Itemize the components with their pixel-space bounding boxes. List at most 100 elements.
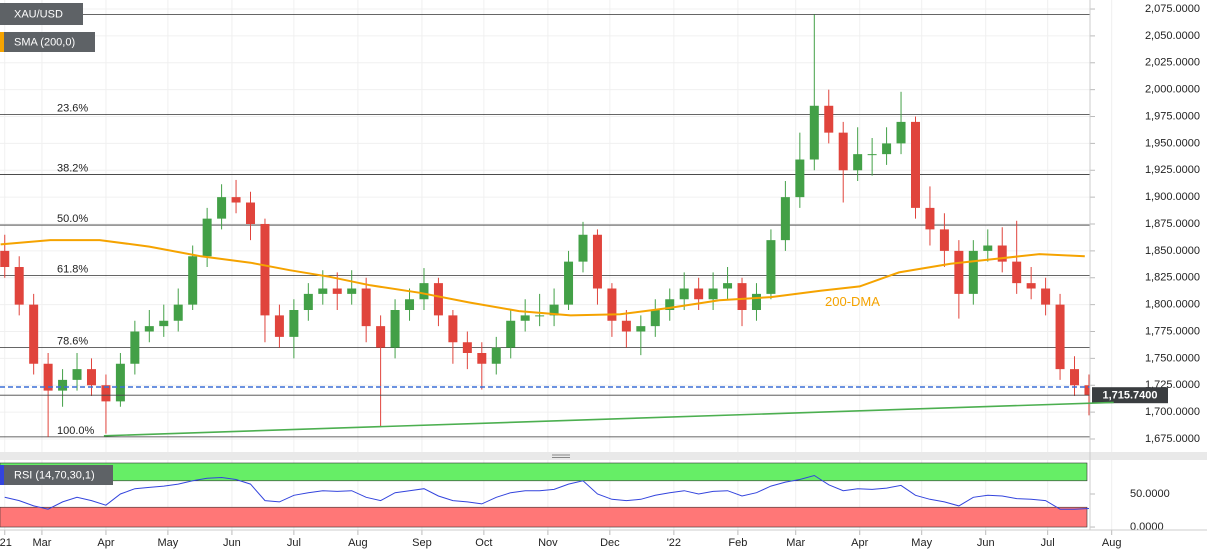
candle-body <box>549 304 559 316</box>
candle-body <box>159 320 169 327</box>
candle-body <box>14 267 24 305</box>
candle-body <box>303 293 313 311</box>
candle-body <box>1026 283 1036 289</box>
fib-label: 50.0% <box>57 213 88 225</box>
candle-body <box>115 363 125 402</box>
candle-body <box>130 331 140 364</box>
candle-body <box>809 105 819 160</box>
x-tick-label: May <box>911 537 932 549</box>
candle-body <box>0 250 10 268</box>
candle-body <box>694 288 704 300</box>
y-tick-label: 1,800.0000 <box>1145 299 1200 311</box>
y-tick-label: 0.0000 <box>1130 521 1164 533</box>
axes: 1,675.00001,700.00001,725.00001,750.0000… <box>0 3 1200 549</box>
y-tick-label: 2,025.0000 <box>1145 57 1200 69</box>
candle-body <box>101 385 111 402</box>
x-tick-label: Oct <box>475 537 492 549</box>
candle-body <box>925 207 935 230</box>
rsi-box[interactable] <box>0 465 113 485</box>
overbought-zone <box>0 462 1088 482</box>
x-tick-label: Aug <box>1102 537 1122 549</box>
candle-body <box>592 234 602 289</box>
y-tick-label: 1,775.0000 <box>1145 325 1200 337</box>
candle-body <box>1070 369 1080 386</box>
x-tick-label: Sep <box>412 537 432 549</box>
indicator-label: SMA (200,0) <box>14 36 75 48</box>
candle-body <box>723 283 733 289</box>
candle-body <box>650 310 660 327</box>
price-plot: 0.0%23.6%38.2%50.0%61.8%78.6%100.0%200-D… <box>0 2 1090 438</box>
x-tick-label: Mar <box>32 537 51 549</box>
grid <box>0 0 1113 530</box>
rsi-swatch <box>0 465 4 485</box>
y-tick-label: 2,075.0000 <box>1145 3 1200 15</box>
candle-body <box>217 197 227 219</box>
rsi-clip <box>4 474 1090 510</box>
candle-body <box>751 293 761 311</box>
candle-body <box>274 315 284 337</box>
candle-body <box>491 347 501 364</box>
candle-body <box>1041 288 1051 305</box>
candle-body <box>535 315 545 317</box>
candle-body <box>853 154 863 171</box>
candle-body <box>910 121 920 208</box>
candle-body <box>246 202 256 225</box>
x-tick-label: Mar <box>786 537 805 549</box>
candle-body <box>72 369 82 380</box>
x-tick-label: Apr <box>97 537 114 549</box>
pane-splitter[interactable] <box>0 452 1207 460</box>
candle-body <box>882 143 892 155</box>
candle-body <box>332 288 342 294</box>
candle-body <box>448 315 458 343</box>
candle-body <box>405 299 415 311</box>
y-tick-label: 2,050.0000 <box>1145 30 1200 42</box>
y-tick-label: 1,950.0000 <box>1145 137 1200 149</box>
candle-body <box>361 288 371 327</box>
indicator-box[interactable] <box>0 32 95 52</box>
rsi-plot <box>0 462 1090 528</box>
candle-body <box>766 240 776 294</box>
x-tick-label: Aug <box>348 537 368 549</box>
sma-label: 200-DMA <box>825 294 880 309</box>
trend-line <box>103 401 1114 437</box>
candle-body <box>390 310 400 348</box>
candle-body <box>564 261 574 305</box>
candle-body <box>419 283 429 300</box>
candle-body <box>607 288 617 321</box>
candle-body <box>1055 304 1065 370</box>
symbol-label: XAU/USD <box>14 8 63 20</box>
symbol-box[interactable] <box>0 3 83 25</box>
y-tick-label: 1,900.0000 <box>1145 191 1200 203</box>
x-tick-label: Jun <box>223 537 241 549</box>
candle-body <box>1012 261 1022 284</box>
x-tick-label: '22 <box>667 537 681 549</box>
candle-body <box>636 326 646 332</box>
rsi-line <box>4 474 1090 510</box>
candle-body <box>824 105 834 133</box>
y-tick-label: 1,925.0000 <box>1145 164 1200 176</box>
candle-body <box>954 250 964 294</box>
candle-body <box>433 283 443 316</box>
candle-body <box>86 369 96 386</box>
indicator-swatch <box>0 32 4 52</box>
y-tick-label: 2,000.0000 <box>1145 84 1200 96</box>
last-price-box <box>1092 387 1168 404</box>
y-tick-label: 1,875.0000 <box>1145 218 1200 230</box>
last-price-label: 1,715.7400 <box>1102 390 1157 402</box>
sma-line <box>0 239 1085 317</box>
y-tick-label: 1,675.0000 <box>1145 433 1200 445</box>
candle-body <box>173 304 183 321</box>
candle-body <box>318 288 328 294</box>
y-tick-label: 1,700.0000 <box>1145 406 1200 418</box>
candle-body <box>679 288 689 300</box>
fib-label: 78.6% <box>57 336 88 348</box>
candle-body <box>795 159 805 198</box>
y-tick-label: 1,750.0000 <box>1145 352 1200 364</box>
x-tick-label: '21 <box>0 537 12 549</box>
candle-body <box>477 353 487 364</box>
fib-label: 23.6% <box>57 102 88 114</box>
candle-body <box>202 218 212 257</box>
y-tick-label: 1,850.0000 <box>1145 245 1200 257</box>
